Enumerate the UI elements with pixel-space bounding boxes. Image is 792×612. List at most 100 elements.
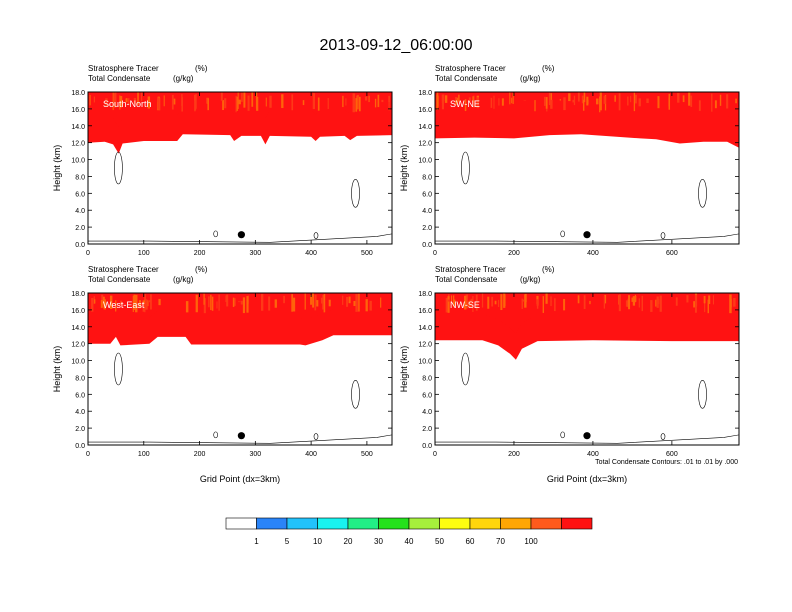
y-tick-label: 2.0	[422, 426, 432, 433]
colorbar-box	[469, 517, 501, 530]
y-axis-label: Height (km)	[52, 145, 62, 192]
contour-line	[88, 434, 392, 444]
x-axis-label: Grid Point (dx=3km)	[547, 474, 627, 484]
contour-line	[560, 431, 565, 439]
y-tick-label: 14.0	[418, 124, 432, 131]
colorbar-label: 10	[313, 537, 322, 546]
x-tick-label: 200	[508, 451, 520, 458]
figure-title: 2013-09-12_06:00:00	[319, 37, 472, 54]
condensate-contours	[435, 151, 739, 243]
y-tick-label: 4.0	[422, 409, 432, 416]
y-tick-label: 18.0	[418, 90, 432, 97]
x-tick-label: 300	[249, 451, 261, 458]
colorbar-label: 50	[435, 537, 444, 546]
x-tick-label: 0	[433, 451, 437, 458]
contour-line	[435, 233, 739, 243]
condensate-contours	[88, 352, 392, 444]
y-tick-label: 8.0	[422, 375, 432, 382]
location-marker	[237, 432, 245, 440]
header-right-1: (%)	[542, 64, 555, 73]
y-tick-label: 0.0	[75, 443, 85, 450]
header-left-2: Total Condensate	[435, 74, 498, 83]
y-tick-label: 14.0	[71, 124, 85, 131]
y-tick-label: 18.0	[418, 291, 432, 298]
colorbar-box	[561, 517, 593, 530]
x-tick-label: 500	[361, 451, 373, 458]
colorbar-label: 40	[405, 537, 414, 546]
y-tick-label: 12.0	[418, 141, 432, 148]
contour-line	[560, 230, 565, 238]
contour-line	[660, 232, 666, 239]
contour-line	[88, 233, 392, 243]
header-right-1: (%)	[195, 265, 208, 274]
plot-frame	[87, 91, 393, 245]
x-axis-label: Grid Point (dx=3km)	[200, 474, 280, 484]
y-axis-label: Height (km)	[399, 145, 409, 192]
contour-line	[660, 433, 666, 440]
panel-label: NW-SE	[450, 300, 480, 310]
colorbar: 1 5 10 20 30 40 50 60 70 100	[225, 517, 593, 546]
y-tick-label: 12.0	[418, 342, 432, 349]
colorbar-box	[256, 517, 288, 530]
y-tick-label: 12.0	[71, 342, 85, 349]
colorbar-box	[225, 517, 257, 530]
y-tick-label: 4.0	[422, 208, 432, 215]
contour-line	[213, 230, 218, 238]
x-tick-label: 400	[305, 250, 317, 257]
contour-footnote: Total Condensate Contours: .01 to .01 by…	[595, 459, 738, 466]
contour-line	[114, 352, 123, 386]
tracer-streaks	[436, 92, 737, 113]
location-marker	[237, 231, 245, 239]
y-tick-label: 8.0	[422, 174, 432, 181]
plot-frame	[434, 91, 740, 245]
x-tick-label: 0	[433, 250, 437, 257]
y-tick-label: 4.0	[75, 409, 85, 416]
colorbar-label: 5	[285, 537, 290, 546]
colorbar-box	[530, 517, 562, 530]
colorbar-box	[408, 517, 440, 530]
y-tick-label: 2.0	[422, 225, 432, 232]
y-tick-label: 6.0	[422, 191, 432, 198]
x-tick-label: 100	[138, 451, 150, 458]
y-tick-label: 10.0	[418, 359, 432, 366]
y-tick-label: 4.0	[75, 208, 85, 215]
x-tick-label: 0	[86, 250, 90, 257]
condensate-contours	[88, 151, 392, 243]
contour-line	[114, 151, 123, 185]
colorbar-box	[500, 517, 532, 530]
panel-nw-se: NW-SE Stratosphere Tracer (%) Total Condens…	[399, 265, 740, 484]
y-axis-label: Height (km)	[52, 346, 62, 393]
colorbar-box	[317, 517, 349, 530]
header-left-2: Total Condensate	[435, 275, 498, 284]
panel-west-east: West-East Stratosphere Tracer (%) Total Con…	[52, 265, 393, 484]
y-tick-label: 16.0	[418, 308, 432, 315]
y-tick-label: 8.0	[75, 174, 85, 181]
location-marker	[583, 432, 591, 440]
x-tick-label: 600	[666, 451, 678, 458]
colorbar-box	[439, 517, 471, 530]
panel-label: West-East	[103, 300, 145, 310]
header-right-2: (g/kg)	[520, 74, 541, 83]
y-tick-label: 10.0	[71, 359, 85, 366]
y-tick-label: 6.0	[422, 392, 432, 399]
tracer-streaks	[89, 92, 390, 113]
header-left-1: Stratosphere Tracer	[88, 265, 159, 274]
header-right-1: (%)	[542, 265, 555, 274]
x-tick-label: 200	[194, 250, 206, 257]
colorbar-label: 30	[374, 537, 383, 546]
x-tick-label: 600	[666, 250, 678, 257]
y-tick-label: 0.0	[75, 242, 85, 249]
header-left-2: Total Condensate	[88, 74, 151, 83]
panel-south-north: South-North Stratosphere Tracer (%) Total C…	[52, 64, 393, 257]
y-tick-label: 10.0	[418, 158, 432, 165]
header-right-2: (g/kg)	[173, 74, 194, 83]
location-marker	[583, 231, 591, 239]
y-tick-label: 6.0	[75, 191, 85, 198]
panel-label: SW-NE	[450, 99, 480, 109]
header-right-1: (%)	[195, 64, 208, 73]
y-tick-label: 12.0	[71, 141, 85, 148]
contour-line	[698, 380, 707, 409]
tracer-streaks	[91, 293, 382, 314]
colorbar-box	[286, 517, 318, 530]
